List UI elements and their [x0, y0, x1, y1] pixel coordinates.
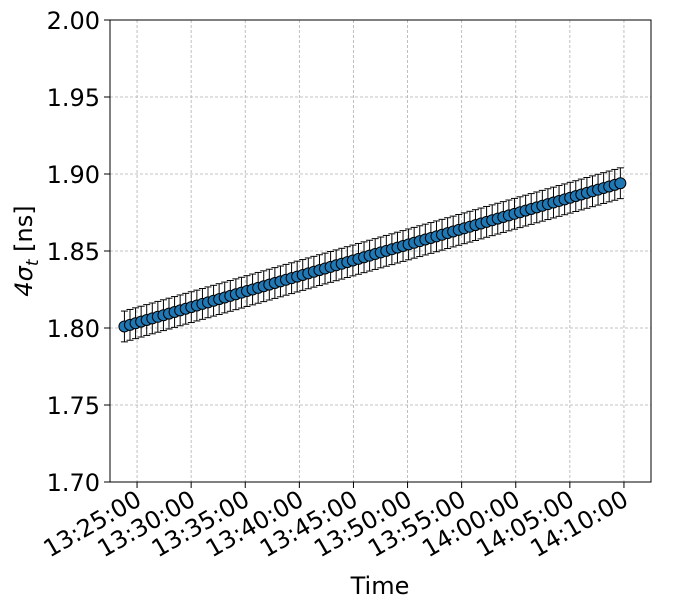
y-tick-label: 1.75: [47, 392, 100, 420]
x-axis-title: Time: [350, 572, 410, 600]
axis-ticks: [104, 19, 625, 488]
data-points: [118, 177, 627, 333]
data-point: [614, 177, 627, 190]
tick-labels: 1.701.751.801.851.901.952.0013:25:0013:3…: [39, 7, 633, 563]
y-tick-label: 1.95: [47, 84, 100, 112]
y-tick-label: 1.85: [47, 238, 100, 266]
y-tick-label: 2.00: [47, 7, 100, 35]
y-axis-title: 4σt [ns]: [10, 205, 43, 296]
grid-layer: [110, 19, 651, 483]
y-tick-label: 1.90: [47, 161, 100, 189]
y-tick-label: 1.70: [47, 469, 100, 497]
y-tick-label: 1.80: [47, 315, 100, 343]
